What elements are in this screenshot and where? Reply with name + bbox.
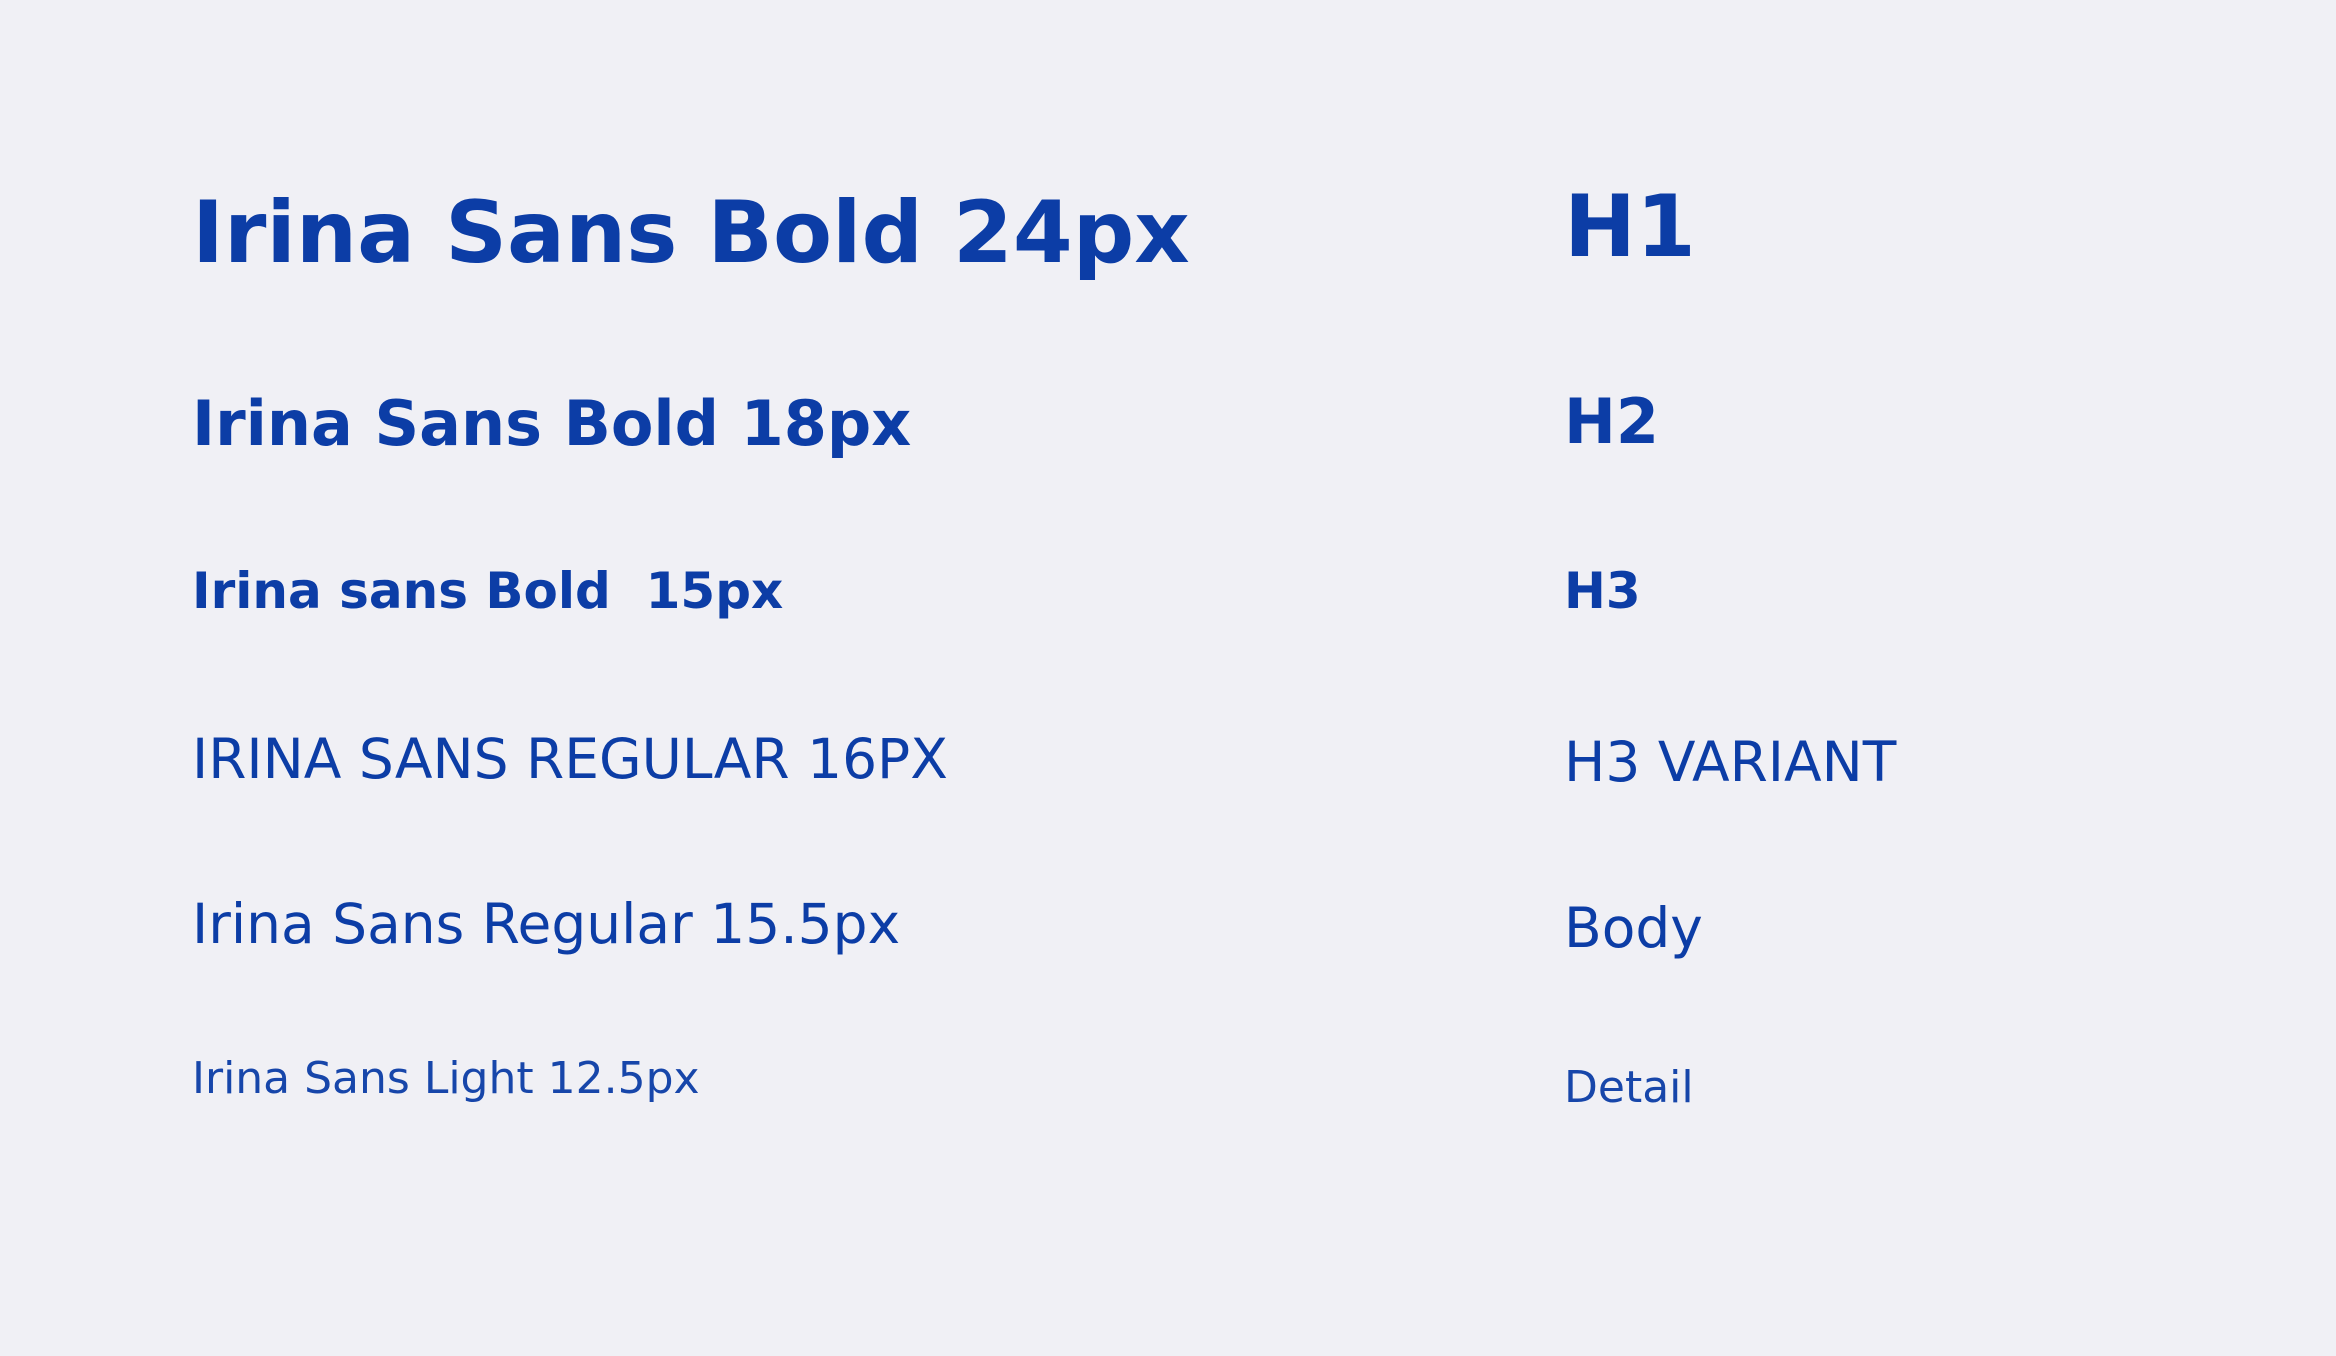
style-label-h1: H1 [1564,177,1696,277]
style-label-h2: H2 [1564,385,1660,458]
font-sample-bold-15: Irina sans Bold 15px [192,562,784,620]
font-sample-regular-15-5: Irina Sans Regular 15.5px [192,892,901,956]
font-sample-light-12-5: Irina Sans Light 12.5px [192,1053,700,1104]
style-label-body: Body [1564,896,1703,960]
font-sample-regular-16: IRINA SANS REGULAR 16PX [192,727,948,791]
font-sample-bold-24: Irina Sans Bold 24px [192,183,1190,283]
style-label-detail: Detail [1564,1062,1694,1113]
style-label-h3: H3 [1564,562,1641,620]
style-label-h3-variant: H3 VARIANT [1564,730,1897,794]
font-sample-bold-18: Irina Sans Bold 18px [192,387,912,460]
